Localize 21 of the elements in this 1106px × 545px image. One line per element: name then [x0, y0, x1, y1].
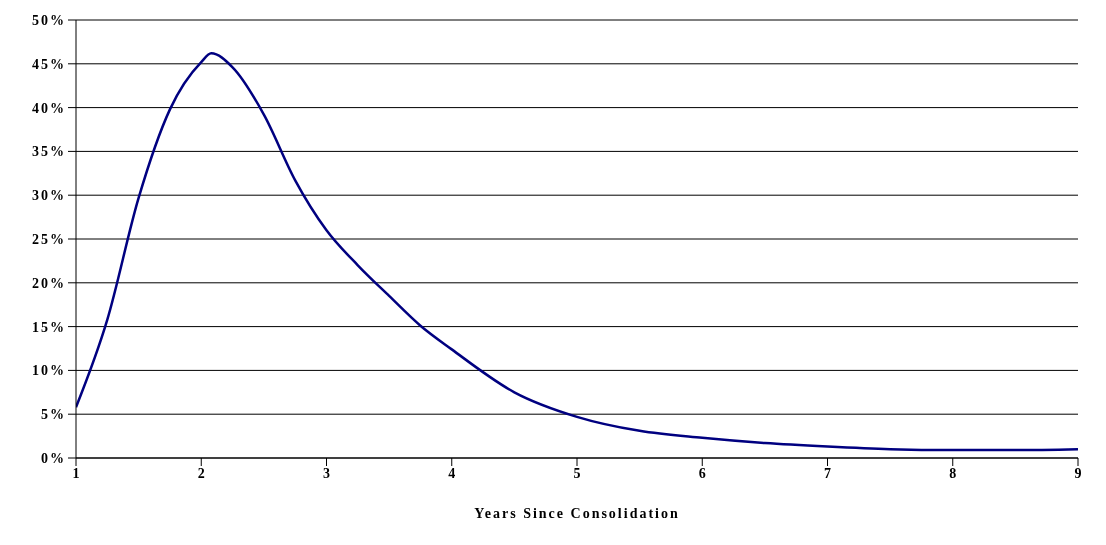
y-tick-label: 0%	[41, 450, 66, 466]
x-tick-label: 1	[72, 465, 80, 481]
x-tick-label: 7	[824, 465, 831, 481]
y-tick-label: 10%	[32, 363, 66, 379]
y-tick-label: 25%	[32, 231, 66, 247]
x-tick-label: 6	[698, 465, 706, 481]
x-tick-label: 5	[573, 465, 581, 481]
x-axis-title: Years Since Consolidation	[474, 506, 680, 521]
x-tick-label: 4	[448, 465, 456, 481]
y-tick-label: 35%	[32, 144, 66, 160]
y-tick-label: 30%	[32, 188, 66, 204]
y-tick-label: 50%	[32, 12, 66, 28]
x-tick-label: 2	[197, 465, 205, 481]
y-tick-label: 5%	[41, 407, 66, 423]
y-tick-label: 45%	[32, 56, 66, 72]
x-tick-label: 9	[1074, 465, 1082, 481]
y-tick-label: 40%	[32, 100, 66, 116]
y-tick-label: 20%	[32, 275, 66, 291]
x-tick-label: 3	[323, 465, 330, 481]
x-tick-label: 8	[949, 465, 957, 481]
y-tick-label: 15%	[32, 319, 66, 335]
